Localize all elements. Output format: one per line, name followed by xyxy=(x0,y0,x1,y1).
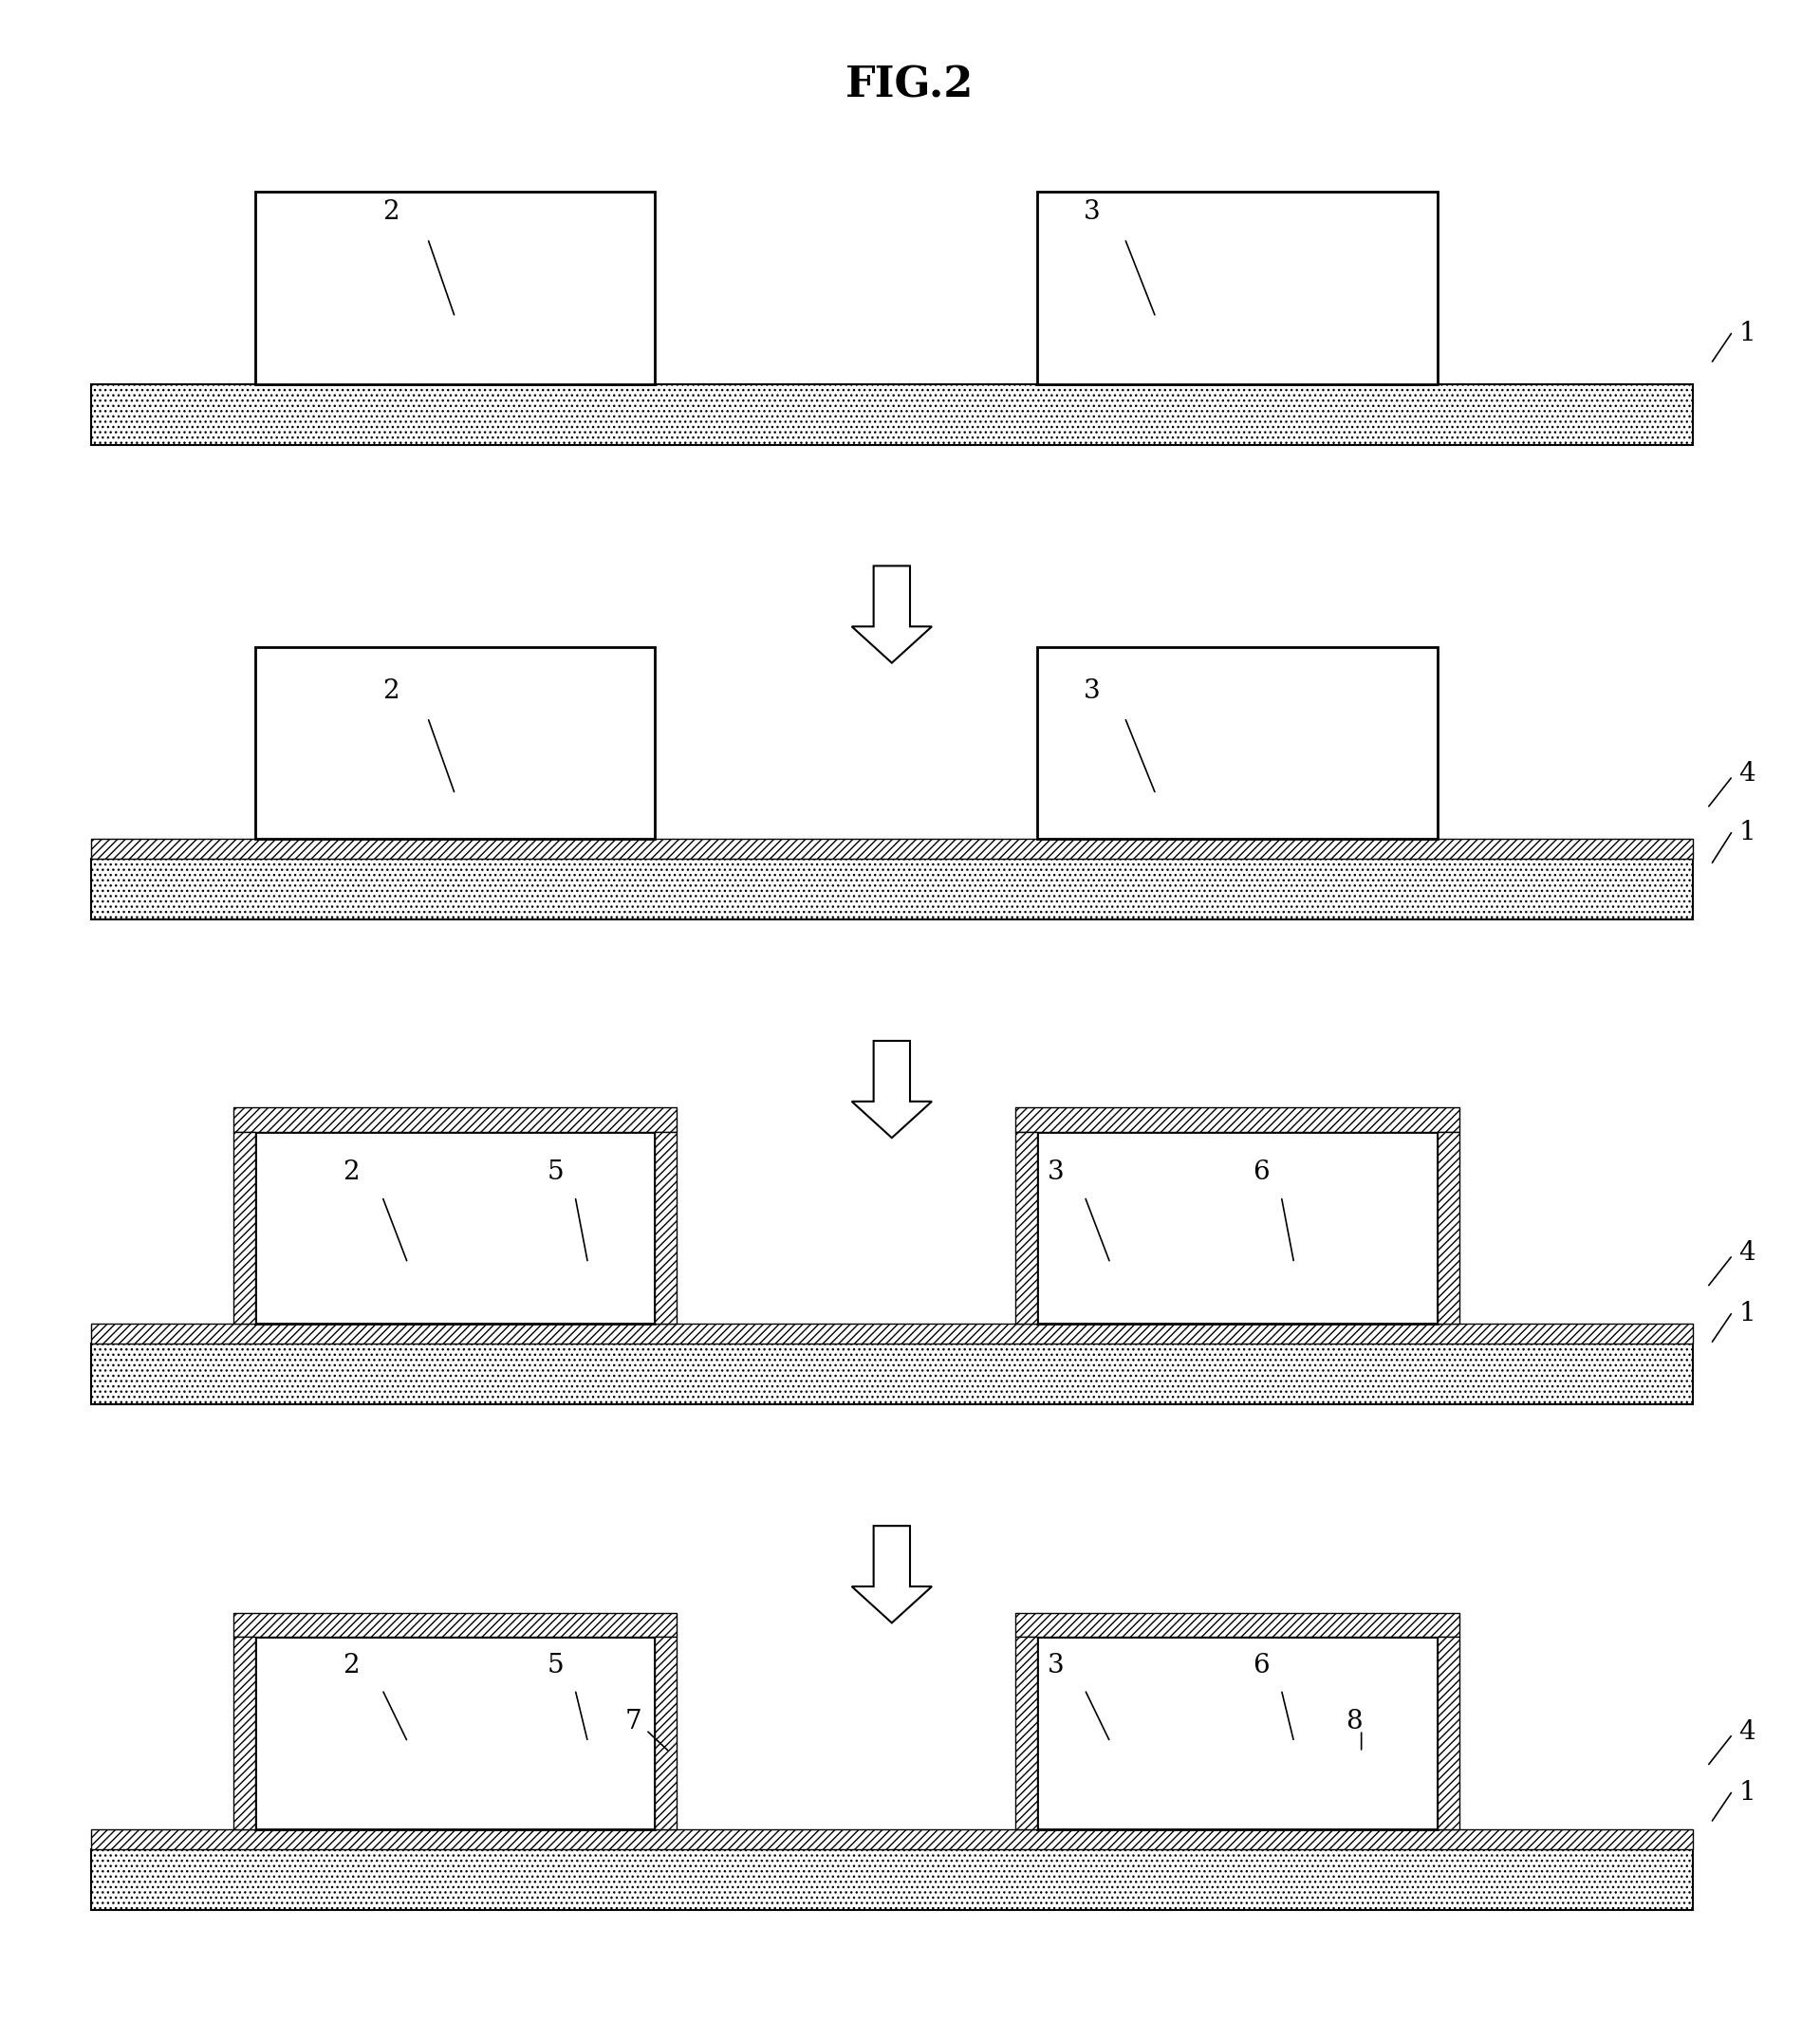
Text: 2: 2 xyxy=(342,1160,360,1184)
Text: 1: 1 xyxy=(1738,321,1756,346)
Text: FIG.2: FIG.2 xyxy=(846,65,974,105)
Text: 5: 5 xyxy=(546,1160,564,1184)
Bar xyxy=(1438,1637,1460,1829)
Bar xyxy=(91,1344,1693,1405)
Bar xyxy=(91,1344,1693,1405)
Bar xyxy=(255,192,655,384)
Bar xyxy=(91,384,1693,445)
Bar xyxy=(91,1829,1693,1849)
Bar xyxy=(91,1324,1693,1344)
Bar xyxy=(655,1637,677,1829)
Bar xyxy=(1037,647,1438,839)
Text: 4: 4 xyxy=(1738,762,1756,786)
Bar xyxy=(1016,1613,1460,1637)
Bar xyxy=(1438,1132,1460,1324)
Text: 2: 2 xyxy=(342,1653,360,1677)
Text: 3: 3 xyxy=(1083,200,1101,224)
Polygon shape xyxy=(852,1526,932,1623)
Text: 7: 7 xyxy=(624,1710,642,1734)
Bar xyxy=(1037,1132,1438,1324)
Bar xyxy=(91,839,1693,859)
Bar xyxy=(91,1849,1693,1910)
Bar xyxy=(655,1132,677,1324)
Bar xyxy=(233,1613,677,1637)
Bar xyxy=(255,1132,655,1324)
Text: 2: 2 xyxy=(382,679,400,703)
Bar xyxy=(1016,1132,1037,1324)
Text: 4: 4 xyxy=(1738,1241,1756,1265)
Text: 3: 3 xyxy=(1046,1160,1065,1184)
Bar xyxy=(233,1637,255,1829)
Bar xyxy=(91,859,1693,920)
Bar xyxy=(1016,1637,1037,1829)
Bar xyxy=(255,1637,655,1829)
Bar xyxy=(91,1849,1693,1910)
Text: 2: 2 xyxy=(382,200,400,224)
Text: 5: 5 xyxy=(546,1653,564,1677)
Text: 8: 8 xyxy=(1345,1710,1363,1734)
Text: 3: 3 xyxy=(1046,1653,1065,1677)
Polygon shape xyxy=(852,1041,932,1138)
Bar xyxy=(91,859,1693,920)
Bar xyxy=(91,384,1693,445)
Bar xyxy=(255,647,655,839)
Text: 6: 6 xyxy=(1252,1160,1270,1184)
Text: 4: 4 xyxy=(1738,1720,1756,1744)
Text: 1: 1 xyxy=(1738,1781,1756,1805)
Bar xyxy=(233,1132,255,1324)
Bar xyxy=(1016,1108,1460,1132)
Polygon shape xyxy=(852,566,932,663)
Bar xyxy=(233,1108,677,1132)
Bar xyxy=(1037,1637,1438,1829)
Text: 3: 3 xyxy=(1083,679,1101,703)
Text: 6: 6 xyxy=(1252,1653,1270,1677)
Bar xyxy=(1037,192,1438,384)
Text: 1: 1 xyxy=(1738,821,1756,845)
Text: 1: 1 xyxy=(1738,1302,1756,1326)
